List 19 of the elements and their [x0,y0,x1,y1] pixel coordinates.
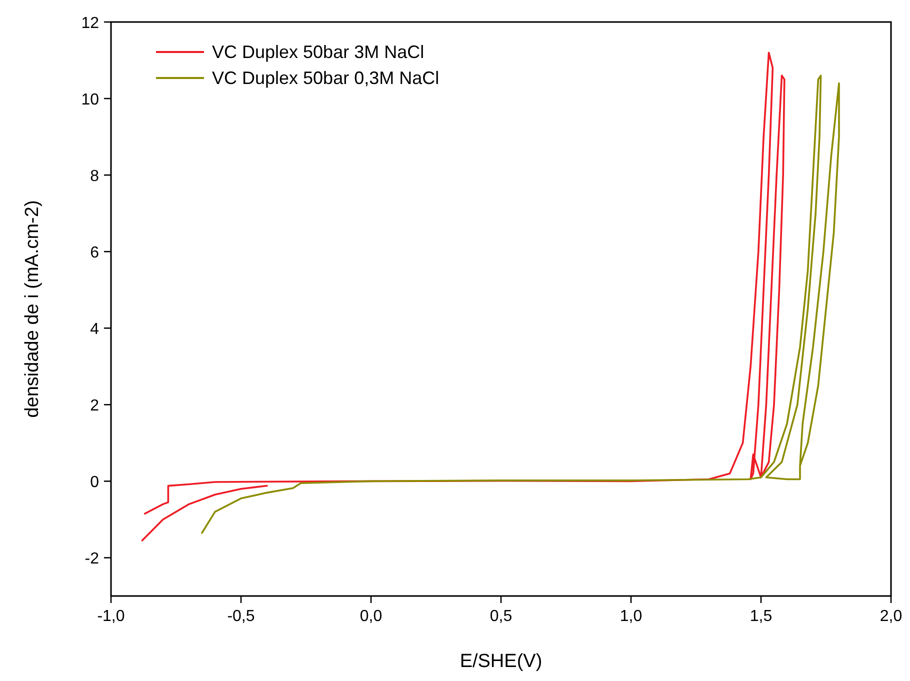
x-axis-title: E/SHE(V) [460,651,542,672]
x-tick-label: 1,0 [620,608,642,625]
y-tick-label: 8 [90,168,100,186]
y-axis-title: densidade de i (mA.cm-2) [22,200,43,418]
x-tick-label: -1,0 [97,608,125,625]
y-tick-label: 10 [81,92,100,109]
x-tick-label: -0,5 [227,608,255,625]
y-tick-label: 4 [90,321,100,338]
y-tick-label: 6 [90,244,100,262]
x-tick-label: 2,0 [880,608,902,625]
legend-label: VC Duplex 50bar 0,3M NaCl [212,68,440,88]
y-tick-label: -2 [84,550,100,568]
legend-label: VC Duplex 50bar 3M NaCl [212,42,424,62]
y-tick-label: 0 [90,474,100,492]
x-tick-label: 0,0 [360,608,382,625]
y-tick-label: 12 [81,15,100,32]
y-tick-label: 2 [90,398,100,415]
x-tick-label: 1,5 [750,608,772,625]
x-tick-label: 0,5 [490,608,512,625]
